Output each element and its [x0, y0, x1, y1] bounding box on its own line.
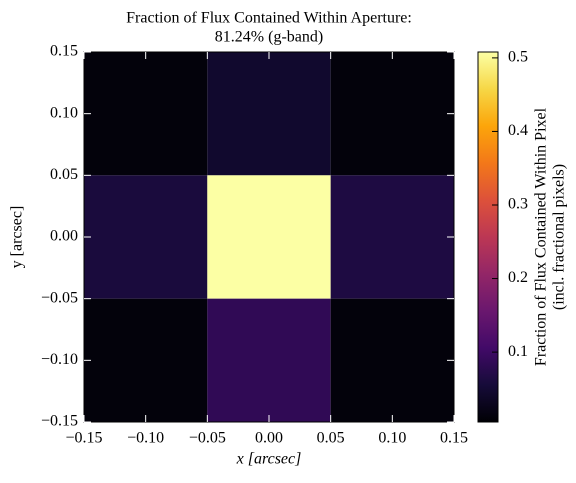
colorbar-tick-label: 0.2 — [508, 269, 528, 286]
x-axis-label: x [arcsec] — [236, 451, 302, 468]
colorbar-tick-label: 0.5 — [508, 49, 528, 66]
colorbar-label: Fraction of Flux Contained Within Pixel — [533, 107, 550, 366]
y-tick-label: 0.10 — [50, 104, 78, 121]
x-tick-label: 0.10 — [378, 430, 406, 447]
heatmap-cell — [84, 175, 208, 299]
chart-title: 81.24% (g-band) — [215, 29, 323, 46]
x-tick-label: −0.10 — [127, 430, 164, 447]
x-tick-label: −0.05 — [189, 430, 226, 447]
colorbar-tick-label: 0.1 — [508, 343, 528, 360]
heatmap-cell — [84, 52, 208, 176]
heatmap-cell — [330, 298, 454, 422]
heatmap-cell — [330, 52, 454, 176]
x-tick-label: −0.15 — [65, 430, 102, 447]
colorbar — [477, 51, 499, 423]
heatmap-cell — [207, 52, 331, 176]
x-tick-label: 0.15 — [440, 430, 468, 447]
y-tick-label: −0.15 — [41, 413, 78, 430]
heatmap-cell — [207, 298, 331, 422]
x-tick-label: 0.05 — [317, 430, 345, 447]
y-tick-label: 0.00 — [50, 228, 78, 245]
y-tick-label: 0.05 — [50, 166, 78, 183]
heatmap-cell — [330, 175, 454, 299]
x-tick-label: 0.00 — [255, 430, 283, 447]
y-tick-label: −0.10 — [41, 351, 78, 368]
chart-title: Fraction of Flux Contained Within Apertu… — [126, 10, 412, 27]
heatmap-cell — [207, 175, 331, 299]
colorbar-tick-label: 0.3 — [508, 196, 528, 213]
y-axis-label: y [arcsec] — [9, 206, 26, 269]
heatmap-cell — [84, 298, 208, 422]
colorbar-label: (incl. fractional pixels) — [551, 164, 568, 310]
colorbar-tick-label: 0.4 — [508, 122, 528, 139]
y-tick-label: 0.15 — [50, 43, 78, 60]
y-tick-label: −0.05 — [41, 289, 78, 306]
